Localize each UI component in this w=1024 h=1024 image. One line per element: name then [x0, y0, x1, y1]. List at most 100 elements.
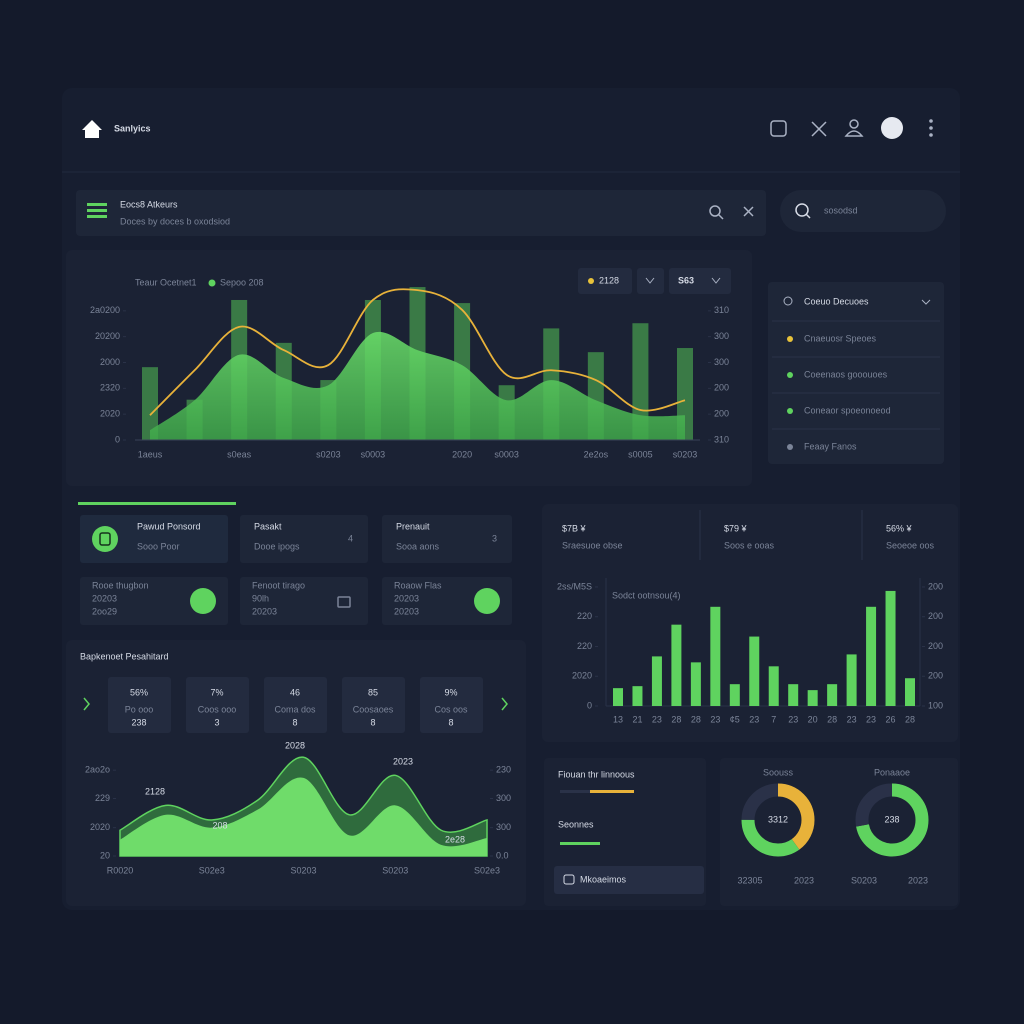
card-title: Roaow Flas	[394, 580, 442, 590]
y2-tick-label: 200	[928, 641, 943, 651]
card[interactable]	[382, 577, 512, 625]
donut-segment	[855, 783, 929, 857]
bar	[749, 636, 760, 706]
y-tick-label: 0	[587, 700, 592, 710]
bar	[846, 654, 857, 706]
x-tick-label: 23	[749, 714, 759, 724]
card-sub: Dooe ipogs	[254, 541, 300, 551]
kpi-sub: Sraesuoe obse	[562, 540, 623, 550]
x-tick-label: 7	[771, 714, 776, 724]
y-tick-label: 2020	[100, 409, 120, 419]
legend-entry: Teaur Ocetnet1	[135, 277, 197, 287]
donut-label: 2023	[794, 875, 814, 885]
chevron	[711, 277, 721, 284]
chevron	[645, 277, 655, 284]
y-tick-label: 2000	[100, 357, 120, 367]
bar	[788, 684, 799, 706]
y2-tick-label: 100	[928, 700, 943, 710]
kpi-label: Po ooo	[125, 704, 154, 714]
search-pill[interactable]	[780, 190, 946, 232]
button[interactable]	[637, 268, 664, 294]
x-tick-label: R0020	[107, 865, 134, 875]
x-tick-label: s0003	[361, 449, 386, 459]
bar	[671, 624, 682, 706]
menu-badge[interactable]	[87, 203, 107, 218]
item-dot	[787, 408, 793, 414]
home-icon[interactable]	[82, 120, 102, 138]
card-sub: 90lh	[252, 593, 269, 603]
card[interactable]	[240, 577, 368, 625]
card-icon	[190, 588, 216, 614]
y2-tick-label: 200	[714, 383, 729, 393]
x-tick-label: 26	[886, 714, 896, 724]
side-title: Coeuo Decuoes	[804, 296, 869, 306]
card-value: 3	[492, 533, 497, 543]
area	[150, 331, 685, 440]
y2-tick-label: 310	[714, 434, 729, 444]
legend-entry: Sepoo 208	[220, 277, 264, 287]
x-tick-label: s0203	[316, 449, 341, 459]
side-item: Feaay Fanos	[804, 441, 857, 451]
y2-tick-label: 300	[496, 822, 511, 832]
y2-tick-label: 200	[928, 581, 943, 591]
carousel-arrows[interactable]	[83, 697, 508, 711]
y2-tick-label: 0.0	[496, 850, 509, 860]
y-tick-label: 2a0200	[90, 305, 120, 315]
bar	[632, 686, 643, 706]
x-tick-label: 2e2os	[584, 449, 609, 459]
annotation: 2023	[393, 756, 413, 766]
kpi-box	[420, 677, 483, 733]
donut-center: 238	[884, 814, 899, 824]
button-label: 2128	[599, 275, 619, 285]
y2-tick-label: 310	[714, 305, 729, 315]
card[interactable]	[80, 577, 228, 625]
bar	[710, 606, 721, 706]
button[interactable]	[669, 268, 731, 294]
kpi-sub: Seoeoe oos	[886, 540, 935, 550]
card[interactable]	[80, 515, 228, 563]
donut-label: S0203	[851, 875, 877, 885]
panel-title: Bapkenoet Pesahitard	[80, 651, 169, 661]
search-bar[interactable]	[76, 190, 766, 236]
x-tick-label: 13	[613, 714, 623, 724]
kpi-sub: 238	[131, 717, 146, 727]
button[interactable]	[578, 268, 632, 294]
y-tick-label: 2ss/M5S	[557, 581, 592, 591]
kpi-label: Cos oos	[434, 704, 468, 714]
menu-icon[interactable]	[929, 119, 933, 137]
card-title: Pawud Ponsord	[137, 521, 201, 531]
side-item: Coeenaos gooouoes	[804, 369, 888, 379]
y-tick-label: 0	[115, 434, 120, 444]
kpi-sub: Soos e ooas	[724, 540, 775, 550]
card[interactable]	[240, 515, 368, 563]
x-tick-label: 1aeus	[138, 449, 163, 459]
side-panel	[768, 282, 944, 464]
x-tick-label: 23	[866, 714, 876, 724]
search-actions[interactable]	[709, 205, 754, 220]
button[interactable]	[554, 866, 704, 894]
card[interactable]	[382, 515, 512, 563]
y2-tick-label: 200	[928, 611, 943, 621]
card-value: 4	[348, 533, 353, 543]
legend-dot	[208, 279, 216, 287]
kpi-value: $7B ¥	[562, 523, 587, 533]
card-sub: Sooo Poor	[137, 541, 180, 551]
header-icons[interactable]	[770, 119, 864, 137]
chart-note: Sodct ootnsou(4)	[612, 590, 681, 600]
kpi-sub: 8	[370, 717, 375, 727]
button-icon	[563, 874, 575, 885]
y2-tick-label: 200	[928, 671, 943, 681]
donut-segment	[741, 783, 815, 857]
line	[149, 288, 686, 416]
x-tick-label: 28	[691, 714, 701, 724]
x-tick-label: S0203	[382, 865, 408, 875]
kpi-sub: 8	[292, 717, 297, 727]
bar	[142, 367, 158, 440]
tab-underline	[78, 502, 236, 505]
x-tick-label: 28	[905, 714, 915, 724]
kpi-value: $79 ¥	[724, 523, 748, 533]
bar	[807, 690, 818, 706]
search-icon	[783, 296, 793, 306]
avatar[interactable]	[881, 117, 903, 139]
